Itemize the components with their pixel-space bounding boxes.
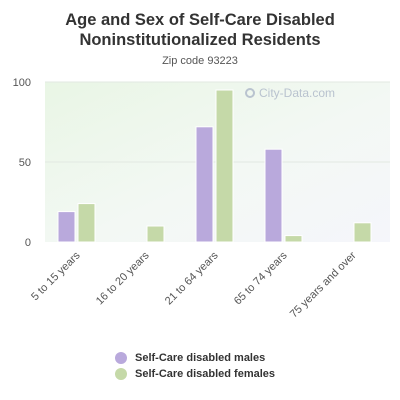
legend-label-males: Self-Care disabled males [135, 352, 266, 364]
x-tick-label: 16 to 20 years [94, 249, 152, 307]
legend-label-females: Self-Care disabled females [135, 368, 276, 380]
legend-swatch-males [115, 352, 127, 364]
bar-males [195, 126, 214, 243]
legend-item-males: Self-Care disabled males [115, 350, 275, 366]
watermark-text: City-Data.com [259, 86, 336, 100]
x-tick-label: 75 years and over [288, 249, 359, 320]
y-tick-label: 100 [13, 77, 31, 89]
search-icon [245, 88, 255, 98]
x-tick-label: 65 to 74 years [232, 249, 290, 307]
bar-males [264, 148, 283, 243]
x-tick-label: 5 to 15 years [29, 249, 83, 303]
bar-females [77, 203, 96, 243]
y-tick-label: 50 [19, 157, 31, 169]
legend: Self-Care disabled males Self-Care disab… [115, 350, 275, 382]
bar-males [57, 211, 76, 243]
y-tick-label: 0 [25, 237, 31, 249]
chart-title: Age and Sex of Self-Care Disabled Nonins… [65, 11, 335, 49]
legend-item-females: Self-Care disabled females [115, 366, 275, 382]
x-tick-label: 21 to 64 years [163, 249, 221, 307]
chart-subtitle: Zip code 93223 [162, 55, 238, 67]
legend-swatch-females [115, 368, 127, 380]
bar-females [215, 89, 234, 243]
bar-females [146, 225, 165, 243]
bar-females [284, 235, 303, 243]
bar-females [353, 222, 372, 243]
watermark: City-Data.com [245, 86, 335, 100]
